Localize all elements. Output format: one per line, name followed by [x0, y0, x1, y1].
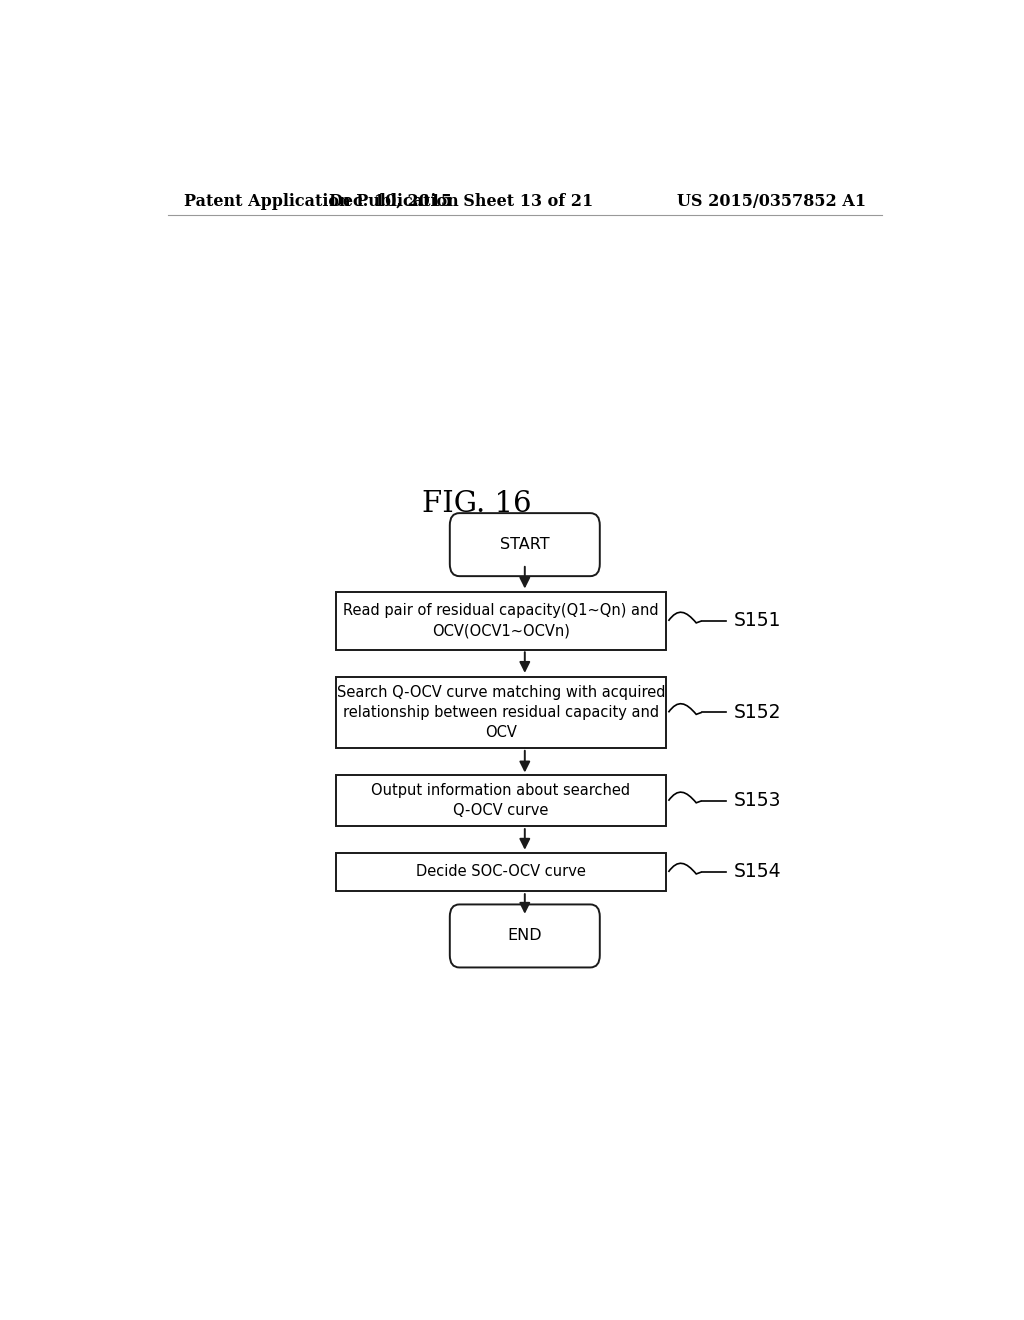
FancyBboxPatch shape	[336, 677, 666, 748]
Text: S151: S151	[733, 611, 781, 631]
FancyBboxPatch shape	[450, 513, 600, 576]
Text: US 2015/0357852 A1: US 2015/0357852 A1	[677, 193, 866, 210]
Text: FIG. 16: FIG. 16	[422, 490, 532, 517]
Text: Patent Application Publication: Patent Application Publication	[183, 193, 459, 210]
Text: Dec. 10, 2015  Sheet 13 of 21: Dec. 10, 2015 Sheet 13 of 21	[329, 193, 594, 210]
Text: Search Q-OCV curve matching with acquired
relationship between residual capacity: Search Q-OCV curve matching with acquire…	[337, 685, 666, 739]
FancyBboxPatch shape	[336, 853, 666, 891]
Text: Decide SOC-OCV curve: Decide SOC-OCV curve	[416, 865, 586, 879]
Text: END: END	[508, 928, 542, 944]
Text: Output information about searched
Q-OCV curve: Output information about searched Q-OCV …	[372, 783, 631, 818]
FancyBboxPatch shape	[336, 775, 666, 826]
Text: Read pair of residual capacity(Q1~Qn) and
OCV(OCV1~OCVn): Read pair of residual capacity(Q1~Qn) an…	[343, 603, 658, 639]
FancyBboxPatch shape	[336, 591, 666, 649]
Text: S152: S152	[733, 702, 781, 722]
Text: S154: S154	[733, 862, 781, 882]
Text: START: START	[500, 537, 550, 552]
Text: S153: S153	[733, 791, 781, 810]
FancyBboxPatch shape	[450, 904, 600, 968]
